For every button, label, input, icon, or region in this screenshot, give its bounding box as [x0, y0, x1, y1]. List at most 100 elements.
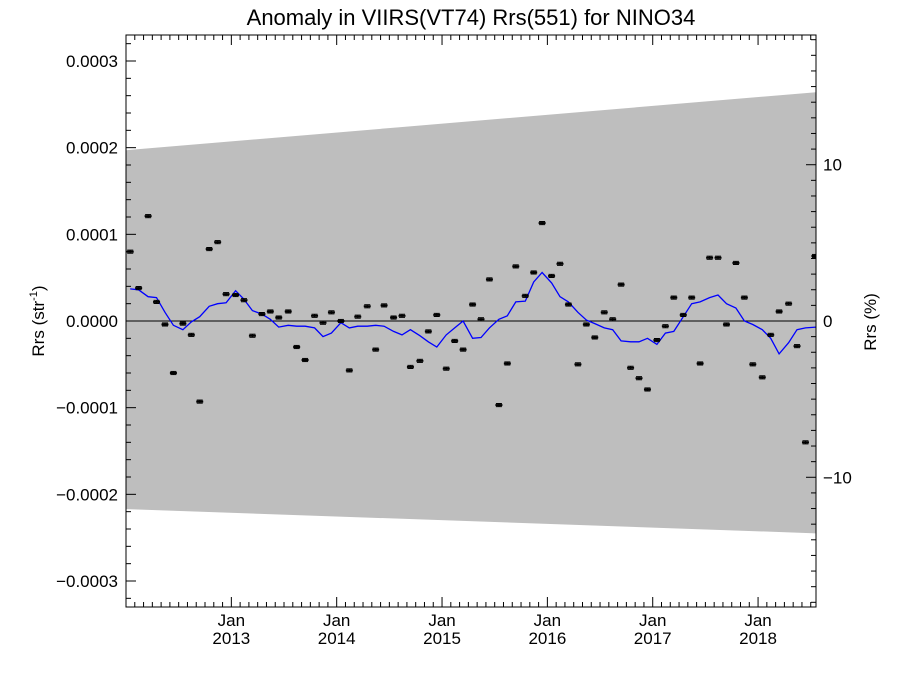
data-point: [424, 329, 432, 334]
data-point: [503, 361, 511, 366]
data-point: [477, 317, 485, 322]
data-point: [670, 295, 678, 300]
x-tick-label-year: 2015: [423, 629, 461, 648]
data-point: [363, 304, 371, 309]
data-point: [714, 255, 722, 260]
right-tick-label: −10: [823, 468, 852, 487]
data-point: [740, 295, 748, 300]
data-point: [793, 344, 801, 349]
data-point: [643, 387, 651, 392]
data-point: [240, 298, 248, 303]
data-point: [749, 362, 757, 367]
data-point: [311, 313, 319, 318]
data-point: [406, 364, 414, 369]
y-axis-label-left-tail: ): [29, 285, 48, 291]
data-point: [248, 333, 256, 338]
chart-title: Anomaly in VIIRS(VT74) Rrs(551) for NINO…: [247, 5, 696, 30]
data-point: [459, 347, 467, 352]
data-point: [582, 322, 590, 327]
data-point: [512, 264, 520, 269]
data-point: [169, 370, 177, 376]
data-point: [688, 295, 696, 300]
data-point: [548, 273, 556, 278]
data-point: [801, 440, 809, 445]
uncertainty-band: [126, 92, 816, 534]
left-y-axis: 0.0003 0.0002 0.0001 0.0000 −0.0001 −0.0002 −0…: [56, 43, 136, 599]
data-point: [416, 358, 424, 363]
data-point: [161, 322, 169, 327]
data-point: [485, 277, 493, 282]
data-point: [135, 286, 143, 291]
data-point: [609, 317, 617, 322]
data-point: [600, 310, 608, 315]
right-y-axis: 10 0 −10: [806, 39, 852, 603]
data-point: [653, 338, 661, 343]
anomaly-points-layer: [126, 214, 816, 445]
data-point: [301, 357, 309, 363]
left-tick-label: 0.0003: [66, 52, 118, 71]
data-point: [706, 255, 714, 260]
data-point: [284, 309, 292, 314]
data-point: [530, 270, 538, 275]
data-point: [144, 214, 152, 219]
left-tick-label: −0.0001: [56, 399, 118, 418]
right-tick-label: 10: [823, 156, 842, 175]
x-tick-label-year: 2014: [318, 629, 356, 648]
x-tick-label-year: 2018: [739, 629, 777, 648]
data-point: [337, 318, 345, 324]
data-point: [372, 347, 380, 352]
y-axis-label-left-sup: -1: [28, 291, 40, 301]
right-tick-label: 0: [823, 312, 832, 331]
data-point: [451, 338, 459, 343]
data-point: [775, 309, 783, 314]
data-point: [258, 312, 266, 317]
data-point: [398, 313, 406, 318]
data-point: [732, 260, 740, 265]
data-point: [679, 312, 687, 317]
left-tick-label: −0.0002: [56, 485, 118, 504]
data-point: [538, 221, 546, 226]
x-tick-label-year: 2013: [212, 629, 250, 648]
y-axis-label-left-base: Rrs (str: [29, 301, 48, 357]
data-point: [319, 320, 327, 325]
y-axis-label-left: Rrs (str-1): [28, 285, 48, 356]
data-point: [187, 332, 195, 337]
data-point: [442, 366, 450, 371]
data-point: [179, 321, 187, 326]
data-point: [767, 332, 775, 337]
data-point: [469, 302, 477, 307]
data-point: [635, 376, 643, 381]
data-point: [433, 312, 441, 317]
data-point: [214, 240, 222, 245]
x-tick-label-year: 2016: [528, 629, 566, 648]
uncertainty-band-layer: [126, 92, 816, 534]
data-point: [354, 314, 362, 319]
data-point: [293, 344, 301, 350]
data-point: [574, 362, 582, 367]
x-tick-label-month: Jan: [218, 611, 245, 630]
data-point: [205, 247, 213, 252]
data-point: [266, 309, 274, 314]
data-point: [275, 315, 283, 320]
x-axis: Jan2013Jan2014Jan2015Jan2016Jan2017Jan20…: [125, 35, 812, 648]
data-point: [327, 310, 335, 315]
data-point: [521, 293, 529, 298]
data-point: [627, 365, 635, 370]
data-point: [556, 261, 564, 266]
data-point: [564, 302, 572, 307]
data-point: [722, 322, 730, 327]
data-point: [380, 303, 388, 308]
data-point: [495, 403, 503, 408]
data-point: [345, 368, 353, 373]
x-tick-label-month: Jan: [744, 611, 771, 630]
data-point: [811, 253, 816, 259]
data-point: [591, 335, 599, 340]
y-axis-label-right: Rrs (%): [861, 293, 880, 351]
data-point: [617, 282, 625, 287]
data-point: [232, 292, 240, 298]
x-tick-label-month: Jan: [639, 611, 666, 630]
data-point: [390, 315, 398, 320]
x-tick-label-month: Jan: [428, 611, 455, 630]
left-tick-label: 0.0001: [66, 225, 118, 244]
